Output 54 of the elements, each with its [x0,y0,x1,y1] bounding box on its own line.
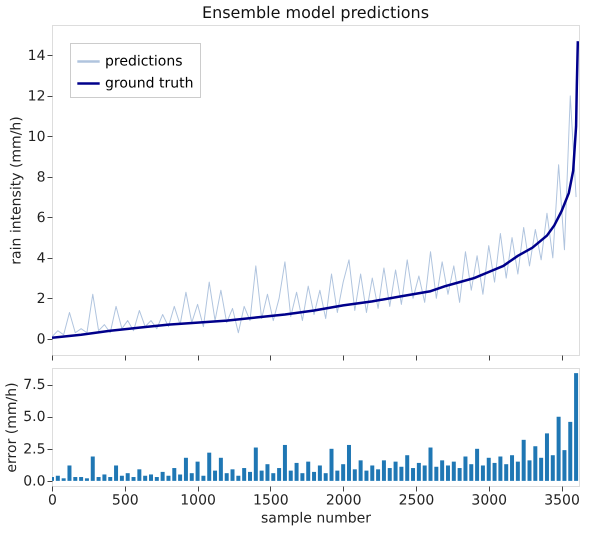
bar [346,444,351,481]
x-tick-label: 0 [48,492,57,508]
y-tick-label: 5.0 [23,409,46,426]
bar [84,478,89,481]
bar [562,450,566,481]
line-series [52,40,579,340]
x-tick-label: 1500 [253,492,289,508]
y-axis-title: rain intensity (mm/h) [8,116,25,265]
bar [166,476,170,481]
bar [446,465,450,481]
y-tick-label: 2.5 [23,441,46,458]
bar [114,465,118,481]
line-series [52,95,577,338]
bar [282,444,287,481]
bar [67,465,72,481]
bar [312,472,316,481]
y-tick-label: 6 [36,210,46,226]
legend-label: ground truth [105,76,194,92]
y-tick-label: 10 [28,128,46,145]
y-axis-title: error (mm/h) [4,382,20,473]
bar [132,477,136,481]
y-tick-label: 4 [36,250,46,266]
x-tick-label: 500 [112,492,139,508]
bar [330,448,334,481]
y-tick-label: 8 [36,169,46,186]
x-tick-label: 3000 [471,492,508,508]
bar [394,462,398,481]
bar [528,460,532,481]
y-tick-label: 7.5 [23,377,46,394]
y-tick-label: 12 [28,88,46,104]
bar [148,474,153,481]
bar [492,462,497,481]
x-tick-label: 3500 [544,492,580,508]
y-tick-label: 2 [36,290,46,307]
bar [411,468,416,481]
bar [463,456,468,481]
bar [364,470,368,481]
bar [510,455,514,481]
x-tick-label: 1000 [180,492,216,508]
x-axis-title: sample number [261,510,372,526]
x-tick-label: 2500 [398,492,434,508]
y-tick-label: 0.0 [23,473,46,490]
x-tick-label: 2000 [326,492,362,508]
bar [184,458,188,481]
legend-label: predictions [105,54,183,70]
bar [248,472,252,481]
bar [544,433,549,481]
bar [230,469,235,481]
y-tick-label: 0 [36,331,46,348]
bar [428,448,433,481]
y-tick-label: 14 [28,48,46,64]
bar [265,464,270,481]
chart-title: Ensemble model predictions [202,3,430,22]
bar [213,470,218,481]
